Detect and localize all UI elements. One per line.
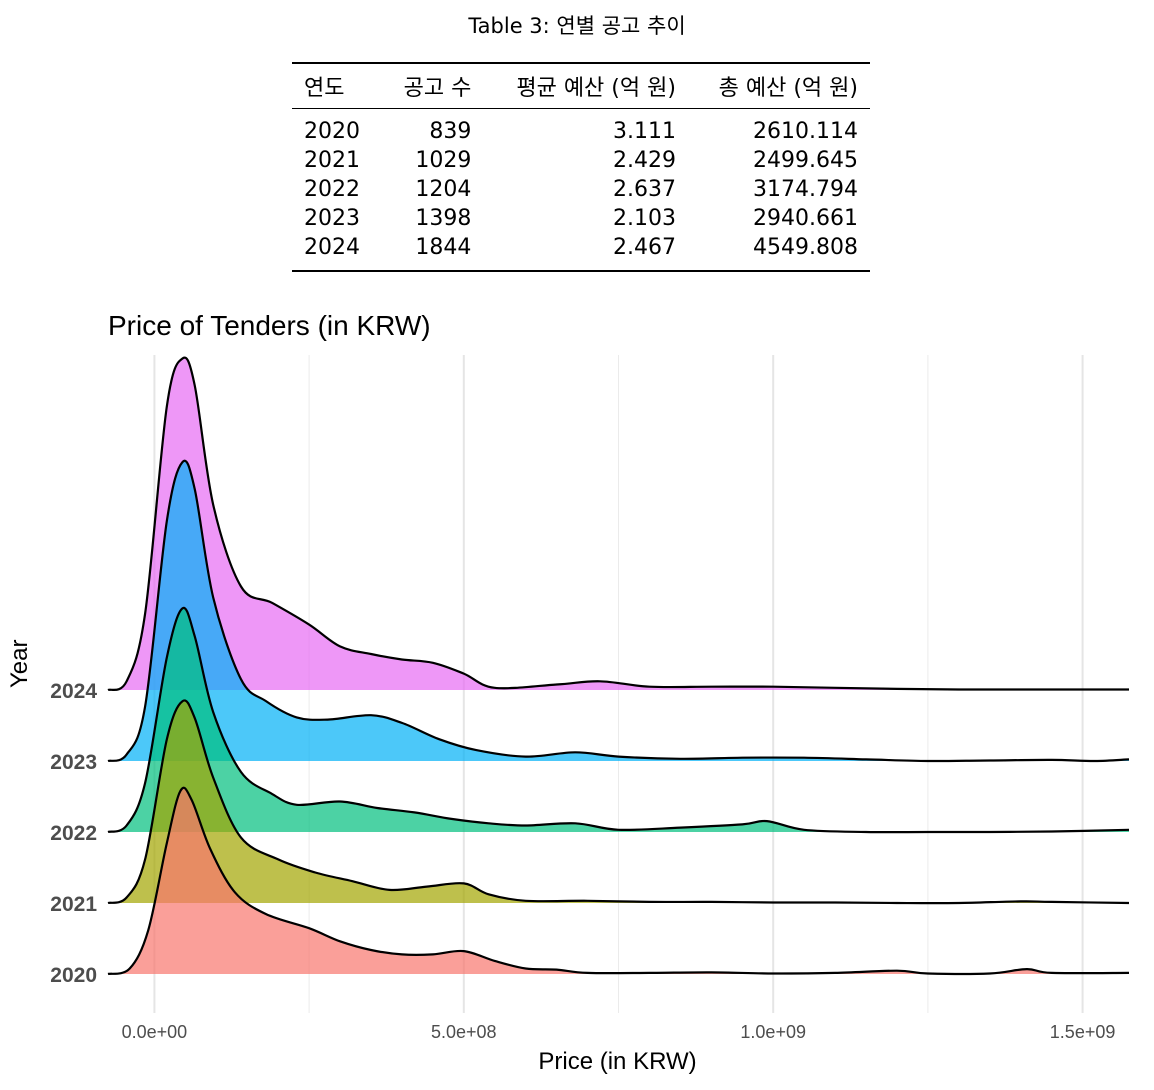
- cell-avg-budget: 2.467: [612, 235, 676, 260]
- y-tick-label: 2021: [50, 893, 97, 916]
- cell-count: 1398: [415, 206, 472, 231]
- table-row: 2023 1398 2.103 2940.661: [292, 204, 870, 233]
- column-header-count: 공고 수: [403, 76, 472, 101]
- x-tick-label: 0.0e+00: [122, 1022, 188, 1042]
- y-tick-label: 2022: [50, 822, 97, 845]
- x-axis-title: Price (in KRW): [538, 1048, 697, 1075]
- column-header-year: 연도: [304, 76, 345, 101]
- ridge-2020: [107, 786, 1130, 976]
- cell-total-budget: 4549.808: [753, 235, 858, 260]
- y-axis-title: Year: [6, 639, 33, 689]
- ridge-line-2023: [107, 459, 1130, 763]
- ridge-line-2022: [107, 606, 1130, 834]
- chart-title: Price of Tenders (in KRW): [108, 310, 431, 341]
- x-tick-label: 1.0e+09: [740, 1022, 806, 1042]
- cell-total-budget: 2499.645: [753, 148, 858, 173]
- cell-count: 839: [429, 119, 472, 144]
- cell-year: 2023: [304, 206, 360, 231]
- table-row: 2024 1844 2.467 4549.808: [292, 233, 870, 271]
- cell-total-budget: 2610.114: [753, 119, 858, 144]
- cell-total-budget: 2940.661: [753, 206, 858, 231]
- y-tick-label: 2024: [50, 680, 97, 703]
- cell-avg-budget: 3.111: [612, 119, 676, 144]
- y-tick-label: 2023: [50, 751, 97, 774]
- cell-avg-budget: 2.637: [612, 177, 676, 202]
- ridge-line-2021: [107, 699, 1130, 905]
- ridge-area-2020: [108, 787, 1129, 974]
- table-row: 2020 839 3.111 2610.114: [292, 109, 870, 147]
- cell-count: 1844: [415, 235, 472, 260]
- cell-year: 2022: [304, 177, 360, 202]
- cell-avg-budget: 2.103: [612, 206, 676, 231]
- x-tick-label: 1.5e+09: [1050, 1022, 1116, 1042]
- cell-count: 1029: [415, 148, 472, 173]
- cell-year: 2024: [304, 235, 360, 260]
- cell-year: 2020: [304, 119, 360, 144]
- y-tick-label: 2020: [50, 964, 97, 987]
- table-row: 2021 1029 2.429 2499.645: [292, 146, 870, 175]
- x-tick-label: 5.0e+08: [431, 1022, 497, 1042]
- table-caption: Table 3: 연별 공고 추이: [468, 14, 686, 38]
- cell-total-budget: 3174.794: [753, 177, 858, 202]
- cell-count: 1204: [415, 177, 472, 202]
- table-header-row: 연도 공고 수 평균 예산 (억 원) 총 예산 (억 원): [292, 63, 870, 109]
- ridge-line-2020: [107, 786, 1130, 976]
- column-header-total-budget: 총 예산 (억 원): [718, 76, 858, 101]
- column-header-avg-budget: 평균 예산 (억 원): [516, 76, 676, 101]
- yearly-tender-table: 연도 공고 수 평균 예산 (억 원) 총 예산 (억 원) 2020 839 …: [292, 62, 870, 272]
- table-row: 2022 1204 2.637 3174.794: [292, 175, 870, 204]
- cell-avg-budget: 2.429: [612, 148, 676, 173]
- cell-year: 2021: [304, 148, 360, 173]
- ridge-line-2024: [107, 356, 1129, 692]
